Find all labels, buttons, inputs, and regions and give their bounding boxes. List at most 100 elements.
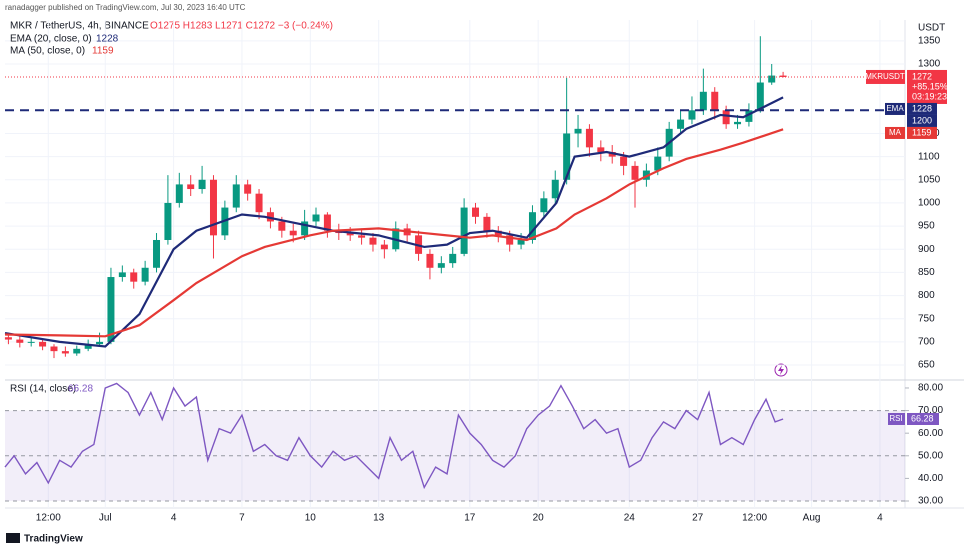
candle-body (244, 184, 252, 194)
series-tag-box (907, 126, 937, 139)
candle-body (597, 147, 605, 152)
x-tick-label: 20 (533, 513, 545, 524)
candle-body (722, 110, 730, 125)
rsi-tick-label: 40.00 (918, 473, 943, 484)
ma-line (4, 128, 784, 338)
price-tag-symbol: MKRUSDT (865, 72, 905, 81)
legend-value: 1228 (96, 34, 119, 45)
x-tick-label: Aug (803, 513, 821, 524)
candle-body (301, 221, 309, 236)
x-tick-label: 10 (305, 513, 317, 524)
candle-body (472, 207, 480, 217)
series-tag-name (888, 412, 905, 425)
candle-body (449, 253, 457, 264)
legend-name: EMA (20, close, 0) (10, 34, 92, 45)
level-tag-box (907, 114, 937, 127)
x-tick-label: 13 (373, 513, 385, 524)
candle-body (164, 202, 172, 240)
y-tick-label: 900 (918, 244, 935, 255)
candle-body (84, 344, 92, 349)
series-tag-box (907, 102, 937, 115)
candle-body (118, 272, 126, 278)
candle-body (426, 253, 434, 268)
candle-body (175, 184, 183, 203)
candle-body (551, 179, 559, 199)
candle-body (198, 179, 206, 190)
candle-body (27, 341, 35, 343)
y-tick-label: 850 (918, 267, 935, 278)
candle-body (130, 272, 138, 282)
candle-body (232, 184, 240, 208)
y-tick-label: 1300 (918, 59, 941, 70)
pane-title: RSI (14, close) (10, 384, 76, 395)
series-tag-name (885, 102, 905, 115)
rsi-tick-label: 80.00 (918, 383, 943, 394)
series-tag-name (885, 126, 905, 139)
rsi-tick-label: 60.00 (918, 428, 943, 439)
candle-body (107, 277, 115, 342)
y-tick-label: 700 (918, 337, 935, 348)
x-tick-label: 27 (692, 513, 704, 524)
candle-body (574, 128, 582, 134)
candle-body (266, 212, 274, 222)
candle-body (141, 267, 149, 282)
candle-body (39, 341, 47, 347)
x-tick-label: 12:00 (36, 513, 61, 524)
candle-body (153, 239, 161, 268)
series-tag-label: EMA (886, 104, 904, 113)
currency-label: USDT (918, 23, 945, 34)
rsi-tick-label: 70.00 (918, 405, 943, 416)
candle-body (506, 235, 514, 245)
series-tag-value: 1228 (912, 103, 932, 113)
rsi-line (4, 382, 784, 490)
series-tag-label: RSI (889, 414, 902, 423)
candle-body (380, 244, 388, 250)
candle-body (688, 110, 696, 120)
level-tag-value: 1200 (912, 115, 932, 125)
candle-body (483, 216, 491, 231)
candle-body (585, 128, 593, 148)
x-tick-label: 4 (877, 513, 883, 524)
logo (6, 533, 20, 543)
candle-body (631, 165, 639, 180)
candle-body (540, 198, 548, 213)
candle-body (734, 121, 742, 125)
x-tick-label: 17 (464, 513, 476, 524)
candle-body (73, 348, 81, 354)
candle-body (460, 207, 468, 254)
candle-body (517, 239, 525, 245)
series-tag-value: 1159 (912, 127, 931, 137)
candle-body (699, 91, 707, 111)
ohlc-label: O1275 H1283 L1271 C1272 −3 (−0.24%) (150, 21, 333, 32)
candle-body (677, 119, 685, 129)
price-tag-name (866, 69, 905, 84)
series-tag-value: 66.28 (911, 413, 934, 423)
candle-body (528, 212, 536, 240)
candle-body (756, 82, 764, 111)
candle-body (745, 110, 753, 122)
event-icon[interactable] (774, 363, 788, 377)
candle-body (4, 337, 12, 340)
candle-body (50, 346, 58, 352)
y-tick-label: 1100 (918, 151, 940, 162)
legend-name: MA (50, close, 0) (10, 46, 85, 57)
candle-body (369, 237, 377, 245)
candle-body (278, 221, 286, 231)
y-tick-label: 650 (918, 360, 935, 371)
candle-body (620, 156, 628, 166)
legend-value: 66.28 (68, 384, 93, 395)
candle-body (711, 91, 719, 111)
series-tag-box (907, 412, 939, 425)
candle-body (187, 184, 195, 190)
rsi-tick-label: 50.00 (918, 450, 943, 461)
symbol-label: MKR / TetherUS, 4h, BINANCE (10, 21, 149, 32)
footer-brand: TradingView (24, 534, 83, 545)
x-tick-label: 7 (239, 513, 245, 524)
x-tick-label: 12:00 (742, 513, 767, 524)
candle-body (96, 341, 104, 345)
ma-line (4, 96, 784, 348)
candle-body (255, 193, 263, 213)
candle-body (608, 151, 616, 157)
candle-body (358, 235, 366, 238)
